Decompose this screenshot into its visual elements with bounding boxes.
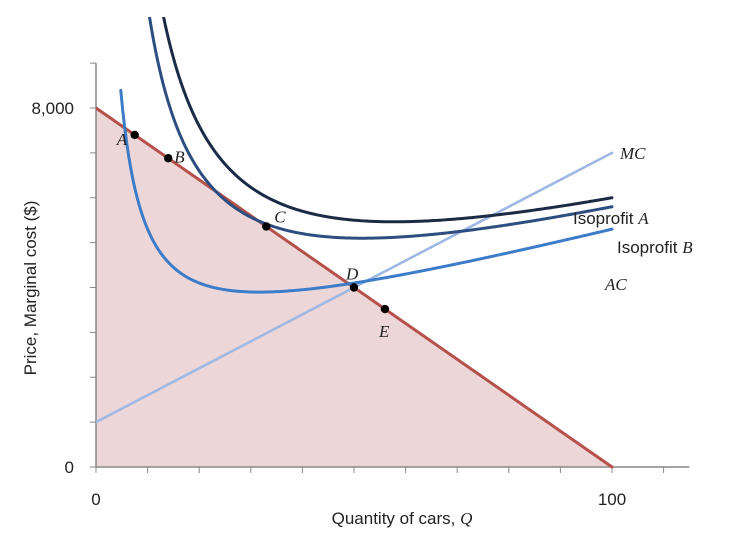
point-a-marker (130, 130, 139, 140)
isoprofit-b-label: Isoprofit B (617, 238, 693, 257)
ac-label: AC (604, 275, 627, 294)
point-c-marker (262, 222, 271, 231)
y-tick-label: 0 (65, 458, 74, 477)
mc-label: MC (619, 144, 646, 163)
ac-curve (119, 88, 614, 294)
point-a-label: A (116, 130, 128, 149)
x-tick-label: 100 (598, 490, 626, 509)
point-b-label: B (174, 147, 185, 166)
x-tick-label: 0 (91, 490, 100, 509)
point-c-label: C (274, 207, 286, 226)
labels-layer: 0 100 0 8,000 Quantity of cars, Q Price, Marg… (21, 99, 693, 528)
isoprofit-a-curve (162, 17, 614, 224)
isoprofit-b-curve (147, 17, 614, 240)
point-b-marker (164, 154, 173, 163)
y-axis-title: Price, Marginal cost ($) (21, 201, 40, 376)
point-d-marker (349, 283, 359, 292)
axes (90, 62, 690, 473)
point-d-label: D (345, 265, 359, 284)
point-e-marker (380, 304, 390, 314)
isoprofit-a-label: Isoprofit A (573, 209, 649, 228)
points-layer (130, 130, 390, 314)
point-e-label: E (378, 322, 390, 341)
y-tick-label: 8,000 (31, 99, 74, 118)
x-axis-title: Quantity of cars, Q (332, 509, 473, 528)
